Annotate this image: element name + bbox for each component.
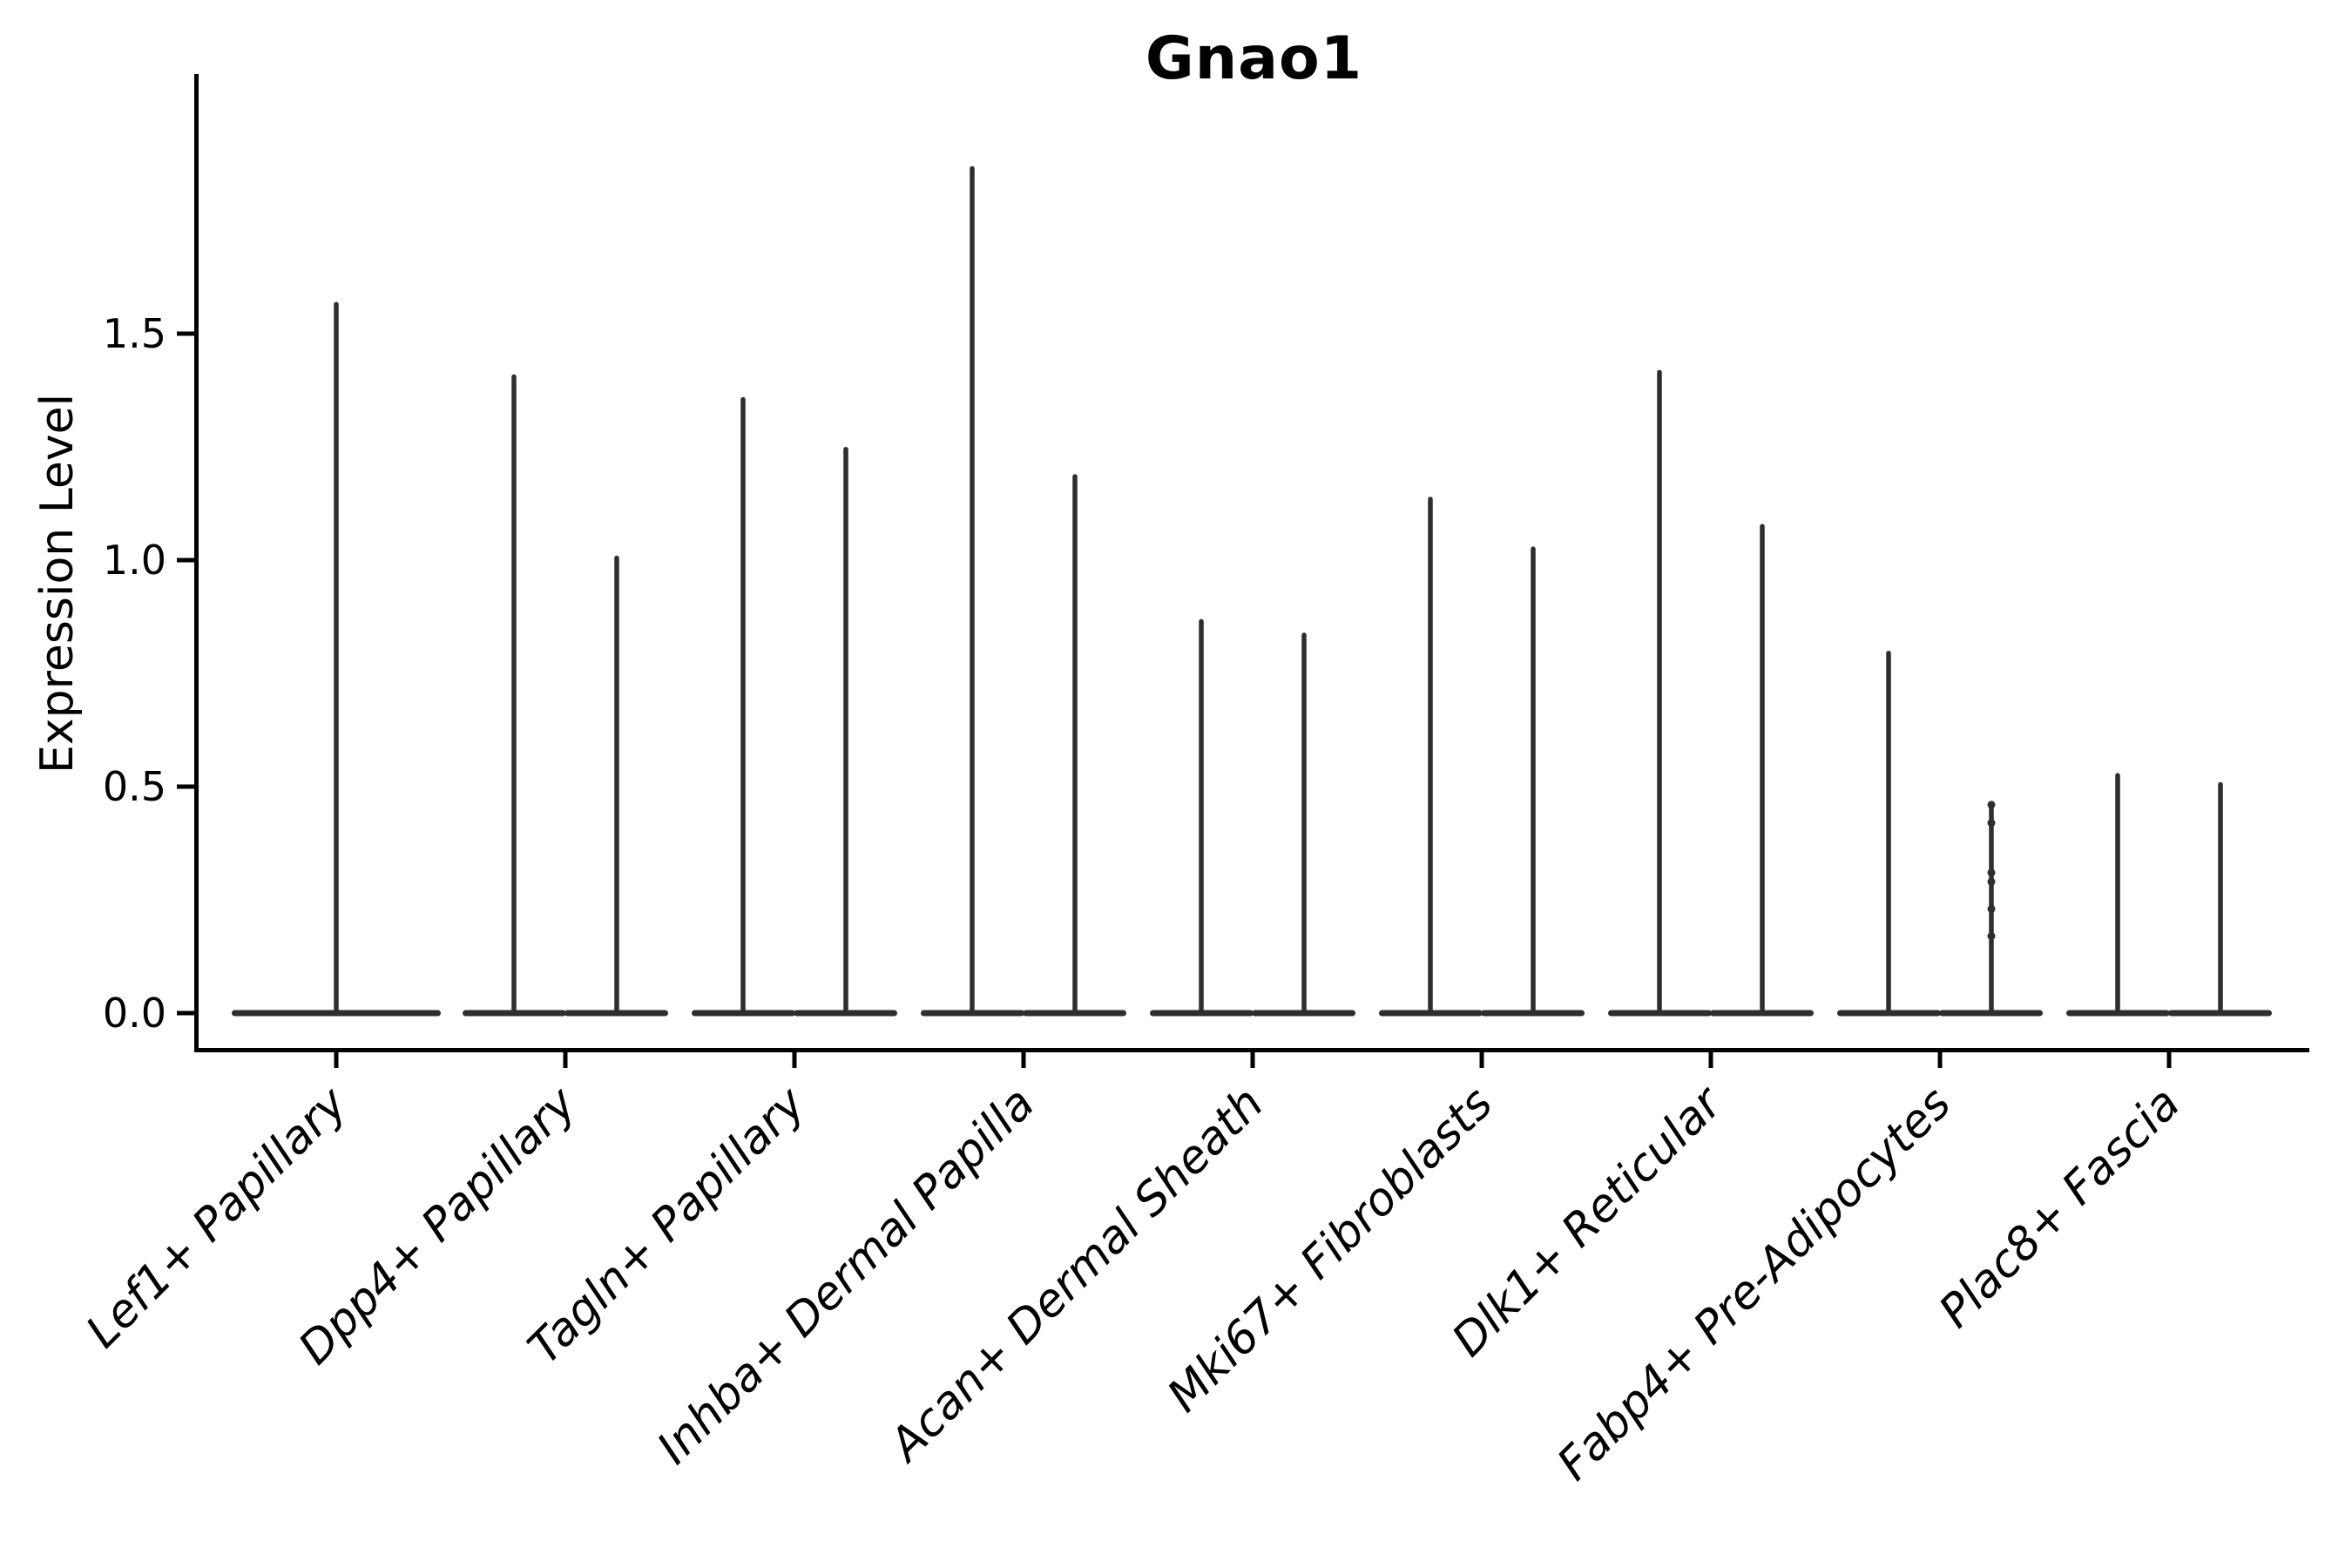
y-tick-mark [177,1010,194,1016]
expression-point [1987,868,1996,877]
violin-spike [1199,618,1204,1017]
violin-spike [1657,369,1662,1017]
x-tick-mark [2166,1052,2172,1068]
x-tick-mark [1479,1052,1484,1068]
plot-title: Gnao1 [1145,24,1363,93]
expression-point [1987,932,1996,941]
expression-point [1987,904,1996,913]
expression-point [1987,877,1996,886]
y-tick-mark [177,558,194,563]
y-axis-spine [194,74,199,1052]
y-tick-label: 1.5 [103,310,166,357]
x-axis-spine [194,1048,2309,1052]
violin-spike [2115,773,2120,1017]
violin-spike [614,555,619,1017]
y-tick-label: 1.0 [103,537,166,584]
x-tick-mark [1708,1052,1713,1068]
x-tick-mark [563,1052,568,1068]
x-tick-mark [792,1052,797,1068]
x-tick-label: Inhba+ Dermal Papilla [647,1078,1044,1475]
violin-spike [1301,632,1307,1017]
violin-spike [1072,474,1078,1017]
y-tick-mark [177,331,194,336]
violin-spike [511,374,517,1017]
x-tick-label: Fabp4+ Pre-Adipocytes [1548,1078,1962,1491]
expression-point [1987,801,1996,809]
y-tick-label: 0.0 [103,990,166,1037]
expression-point [1987,819,1996,828]
y-tick-label: 0.5 [103,763,166,810]
violin-spike [740,396,746,1017]
violin-spike [334,301,339,1017]
violin-spike [1531,546,1536,1017]
y-tick-mark [177,784,194,789]
violin-spike [1886,651,1891,1017]
x-tick-mark [334,1052,339,1068]
violin-spike [843,447,848,1017]
x-tick-mark [1250,1052,1255,1068]
x-tick-label: Acan+ Dermal Sheath [878,1078,1274,1473]
violin-spike [970,166,975,1017]
x-tick-mark [1021,1052,1026,1068]
x-tick-mark [1937,1052,1943,1068]
violin-spike [2218,781,2223,1017]
x-tick-label: Plac8+ Fascia [1930,1078,2190,1338]
violin-spike [1428,497,1433,1017]
violin-spike [1760,524,1765,1017]
